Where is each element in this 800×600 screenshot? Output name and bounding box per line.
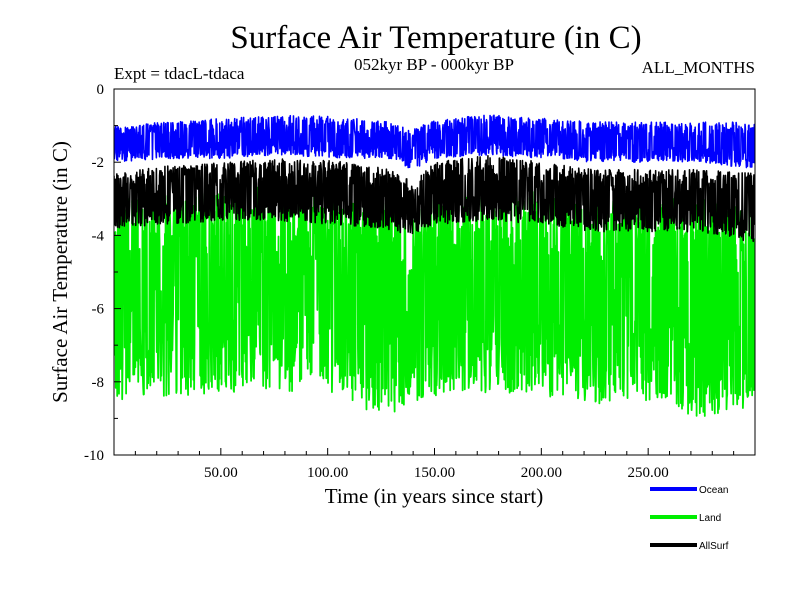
x-axis-label: Time (in years since start) [325,484,544,508]
legend-label-allsurf: AllSurf [699,541,729,552]
x-tick-label: 200.00 [521,465,562,481]
legend: Ocean Land AllSurf [650,485,729,552]
y-tick-label: -10 [84,448,104,464]
y-tick-label: -8 [92,375,105,391]
y-tick-label: 0 [97,82,105,98]
y-tick-label: -2 [92,155,105,171]
y-tick-label: -6 [92,302,105,318]
x-tick-label: 150.00 [414,465,455,481]
experiment-label: Expt = tdacL-tdaca [114,64,245,83]
plot-area [114,89,755,455]
y-axis-label: Surface Air Temperature (in C) [48,141,72,403]
temperature-chart: Surface Air Temperature (in C) Expt = td… [0,0,800,600]
x-tick-label: 100.00 [307,465,348,481]
series-ocean-line [114,115,755,167]
x-tick-label: 50.00 [204,465,238,481]
chart-title: Surface Air Temperature (in C) [230,20,641,56]
months-label: ALL_MONTHS [642,58,755,77]
legend-label-ocean: Ocean [699,485,728,496]
x-axis: 50.00 100.00 150.00 200.00 250.00 [135,448,733,481]
y-tick-label: -4 [92,228,105,244]
x-tick-label: 250.00 [628,465,669,481]
legend-label-land: Land [699,513,721,524]
chart-subtitle: 052kyr BP - 000kyr BP [354,55,514,74]
